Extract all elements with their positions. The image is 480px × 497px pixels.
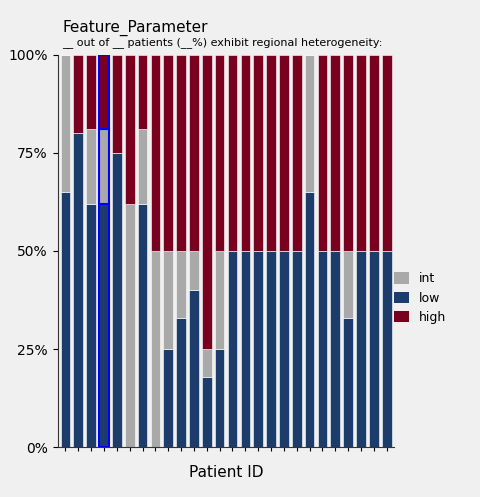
Bar bbox=[202, 349, 211, 377]
Bar bbox=[278, 251, 288, 447]
Bar bbox=[112, 55, 121, 153]
Bar bbox=[381, 251, 391, 447]
Bar bbox=[202, 55, 211, 349]
Bar bbox=[137, 129, 147, 204]
Bar bbox=[189, 251, 198, 290]
Bar bbox=[73, 55, 83, 133]
Bar bbox=[253, 251, 263, 447]
Bar bbox=[86, 129, 96, 204]
Bar bbox=[215, 55, 224, 251]
Bar bbox=[150, 55, 160, 251]
Bar bbox=[176, 318, 186, 447]
Bar bbox=[368, 55, 378, 251]
Bar bbox=[125, 204, 134, 447]
Bar bbox=[240, 55, 250, 251]
Bar bbox=[150, 251, 160, 447]
Bar bbox=[189, 290, 198, 447]
Bar bbox=[60, 192, 70, 447]
Bar bbox=[381, 55, 391, 251]
Bar bbox=[215, 349, 224, 447]
Bar bbox=[163, 349, 173, 447]
Bar bbox=[99, 55, 108, 129]
Bar bbox=[176, 55, 186, 251]
Bar bbox=[330, 55, 339, 251]
Bar bbox=[317, 55, 326, 251]
Bar bbox=[304, 55, 314, 192]
Bar bbox=[368, 251, 378, 447]
Bar bbox=[227, 55, 237, 251]
Bar bbox=[112, 153, 121, 447]
Bar bbox=[265, 251, 276, 447]
Bar bbox=[265, 55, 276, 251]
Bar bbox=[125, 55, 134, 204]
Bar bbox=[304, 192, 314, 447]
Bar bbox=[317, 251, 326, 447]
Bar bbox=[240, 251, 250, 447]
Bar bbox=[99, 129, 108, 204]
Text: __ out of __ patients (__%) exhibit regional heterogeneity:: __ out of __ patients (__%) exhibit regi… bbox=[62, 37, 382, 48]
Bar bbox=[202, 377, 211, 447]
Bar bbox=[343, 55, 352, 251]
Bar bbox=[189, 55, 198, 251]
Bar bbox=[99, 204, 108, 447]
Bar bbox=[356, 251, 365, 447]
Bar bbox=[278, 55, 288, 251]
Legend: int, low, high: int, low, high bbox=[391, 270, 448, 327]
Bar bbox=[86, 204, 96, 447]
Bar bbox=[291, 251, 301, 447]
Bar bbox=[330, 251, 339, 447]
Text: Feature_Parameter: Feature_Parameter bbox=[62, 20, 207, 36]
Bar bbox=[176, 251, 186, 318]
Bar bbox=[86, 55, 96, 129]
Bar bbox=[137, 204, 147, 447]
Bar bbox=[291, 55, 301, 251]
Bar bbox=[227, 251, 237, 447]
Bar bbox=[163, 55, 173, 251]
X-axis label: Patient ID: Patient ID bbox=[189, 465, 263, 480]
Bar bbox=[343, 318, 352, 447]
Bar bbox=[73, 133, 83, 447]
Bar bbox=[215, 251, 224, 349]
Bar bbox=[60, 55, 70, 192]
Bar bbox=[343, 251, 352, 318]
Bar bbox=[137, 55, 147, 129]
Bar bbox=[163, 251, 173, 349]
Bar bbox=[253, 55, 263, 251]
Bar bbox=[356, 55, 365, 251]
